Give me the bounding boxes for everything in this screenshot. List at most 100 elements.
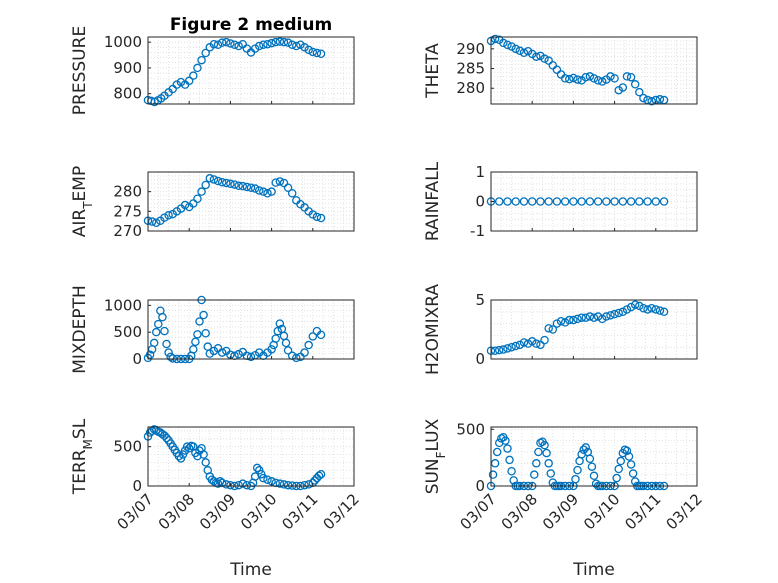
subplot-rainfall: -1 0 1 RAINFALL (423, 161, 698, 241)
axes-box (490, 299, 698, 360)
data-point (168, 354, 177, 363)
data-point (511, 197, 520, 206)
y-axis-label: RAINFALL (423, 161, 443, 241)
data-point (618, 83, 628, 92)
data-point (494, 345, 504, 355)
data-point (577, 313, 586, 322)
data-point (234, 41, 243, 51)
data-point (618, 197, 628, 206)
data-point (589, 74, 599, 83)
data-point (639, 304, 648, 313)
y-tick-label: 0 (132, 350, 142, 368)
data-point (494, 197, 504, 206)
data-point (213, 40, 223, 49)
data-point (585, 72, 595, 81)
data-point (195, 317, 204, 326)
data-point (312, 48, 322, 58)
axes-box (147, 171, 355, 232)
data-point (300, 480, 309, 490)
data-point (548, 325, 558, 334)
data-point (519, 338, 529, 347)
data-point (160, 431, 169, 440)
data-point (308, 210, 318, 219)
data-point (585, 197, 595, 206)
data-point (222, 178, 231, 188)
data-point (162, 433, 171, 443)
data-point (585, 312, 595, 321)
data-point (647, 304, 656, 313)
y-tick-label: 280 (456, 79, 485, 97)
data-point (593, 76, 603, 85)
y-tick-label: 800 (113, 85, 142, 103)
data-point (283, 346, 293, 355)
data-point (267, 345, 276, 354)
data-point (259, 473, 268, 483)
data-point (246, 183, 256, 192)
data-point (490, 34, 500, 44)
data-point (238, 479, 248, 488)
data-point (308, 47, 318, 57)
data-point (626, 72, 636, 82)
data-point (222, 480, 231, 489)
y-tick-label: 285 (456, 60, 485, 78)
data-point (519, 197, 529, 206)
data-point (275, 177, 285, 186)
y-tick-label: -1 (470, 222, 485, 240)
data-point (263, 188, 272, 198)
data-point (507, 42, 516, 51)
y-tick-label: 500 (113, 438, 142, 456)
data-point (507, 466, 516, 476)
data-point (573, 465, 582, 475)
data-point (569, 197, 578, 206)
data-point (509, 476, 518, 485)
data-point (217, 38, 227, 47)
y-axis-label: SUNFLUX (423, 418, 448, 494)
data-point (189, 345, 198, 354)
y-tick-label: 1000 (104, 296, 142, 314)
data-point (626, 460, 636, 469)
data-point (655, 95, 665, 104)
data-point (199, 310, 208, 320)
subplot-mixdepth: 0 500 1000 MIXDEPTH (70, 285, 355, 374)
y-tick-label: 275 (113, 202, 142, 220)
data-point (230, 40, 239, 49)
data-point (643, 197, 652, 206)
data-point (259, 40, 268, 49)
data-point (184, 76, 194, 86)
y-axis-label: H2OMIXRA (423, 284, 443, 375)
data-point (499, 38, 508, 48)
data-point (560, 74, 570, 83)
data-point (503, 197, 512, 206)
data-point (610, 309, 619, 319)
data-point (246, 352, 256, 362)
data-point (197, 55, 206, 65)
axes-box (490, 36, 698, 105)
data-point (308, 332, 318, 341)
data-point (593, 197, 603, 206)
data-point (643, 305, 652, 314)
data-point (279, 37, 289, 47)
data-point (490, 346, 500, 355)
data-point (573, 75, 582, 84)
data-point (532, 339, 541, 348)
data-point (503, 444, 512, 453)
data-point (316, 213, 326, 223)
data-point (275, 479, 285, 488)
data-point (147, 217, 157, 226)
data-point (544, 324, 553, 333)
data-point (659, 197, 669, 206)
y-axis-label: AIRTEMP (70, 166, 95, 237)
data-point (552, 65, 562, 74)
y-tick-label: 0 (475, 350, 485, 368)
y-tick-label: 1000 (104, 33, 142, 51)
data-point (304, 340, 313, 350)
data-point (610, 197, 619, 206)
data-point (259, 187, 268, 196)
data-point (505, 455, 514, 465)
data-point (250, 184, 260, 193)
data-point (593, 312, 603, 321)
data-point (252, 463, 262, 473)
data-point (622, 305, 632, 314)
data-point (304, 45, 313, 55)
data-point (556, 316, 566, 326)
